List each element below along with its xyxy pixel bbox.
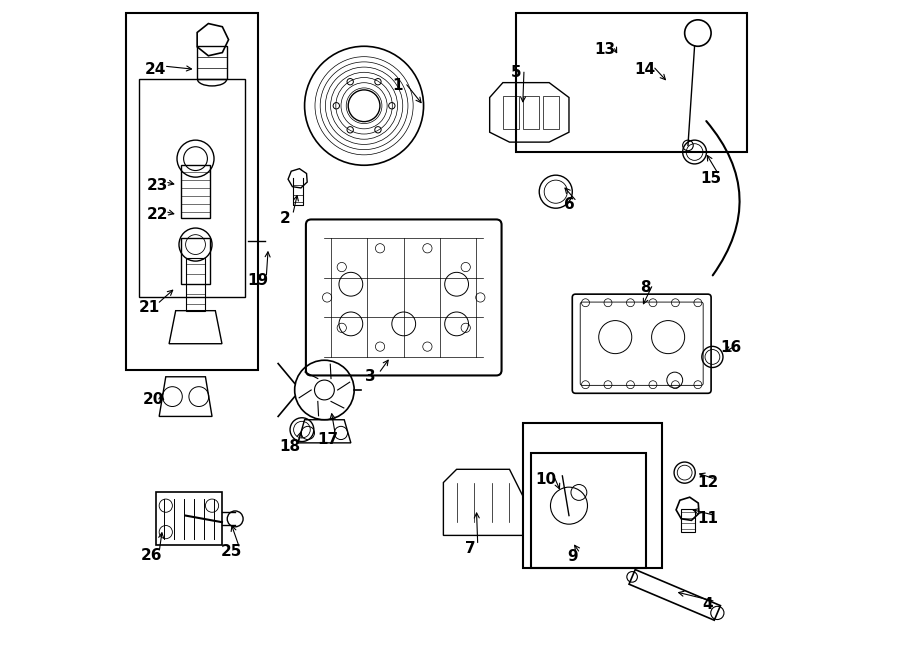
Text: 4: 4	[703, 598, 713, 612]
Bar	[543, 96, 559, 129]
Text: 21: 21	[139, 300, 160, 315]
Text: 24: 24	[145, 62, 166, 77]
Text: 6: 6	[563, 198, 574, 212]
Text: 7: 7	[464, 541, 475, 556]
Text: 23: 23	[147, 178, 168, 192]
Bar	[181, 238, 210, 284]
Bar	[185, 258, 205, 311]
Bar	[531, 453, 646, 568]
Bar	[523, 423, 662, 568]
Text: 8: 8	[640, 280, 651, 295]
Text: 12: 12	[698, 475, 718, 490]
Text: 14: 14	[634, 62, 655, 77]
Bar	[156, 492, 222, 545]
Text: 9: 9	[567, 549, 578, 564]
Text: 3: 3	[365, 369, 376, 384]
Text: 18: 18	[280, 439, 301, 453]
Text: 11: 11	[698, 512, 718, 526]
Bar	[523, 96, 539, 129]
Bar	[516, 13, 747, 152]
Bar	[181, 165, 210, 218]
Text: 17: 17	[317, 432, 338, 447]
Bar	[197, 46, 227, 79]
Text: 2: 2	[279, 211, 290, 225]
Bar	[126, 13, 258, 370]
Text: 15: 15	[700, 171, 722, 186]
Text: 13: 13	[595, 42, 616, 57]
Text: 5: 5	[511, 65, 521, 80]
Bar	[140, 79, 245, 297]
Text: 19: 19	[248, 274, 269, 288]
Bar	[503, 96, 519, 129]
Text: 16: 16	[720, 340, 742, 354]
Bar	[681, 509, 695, 532]
Text: 25: 25	[221, 545, 243, 559]
Text: 22: 22	[147, 208, 168, 222]
Text: 10: 10	[536, 472, 556, 486]
Text: 1: 1	[392, 79, 402, 93]
Text: 26: 26	[140, 548, 162, 563]
Text: 20: 20	[143, 393, 165, 407]
